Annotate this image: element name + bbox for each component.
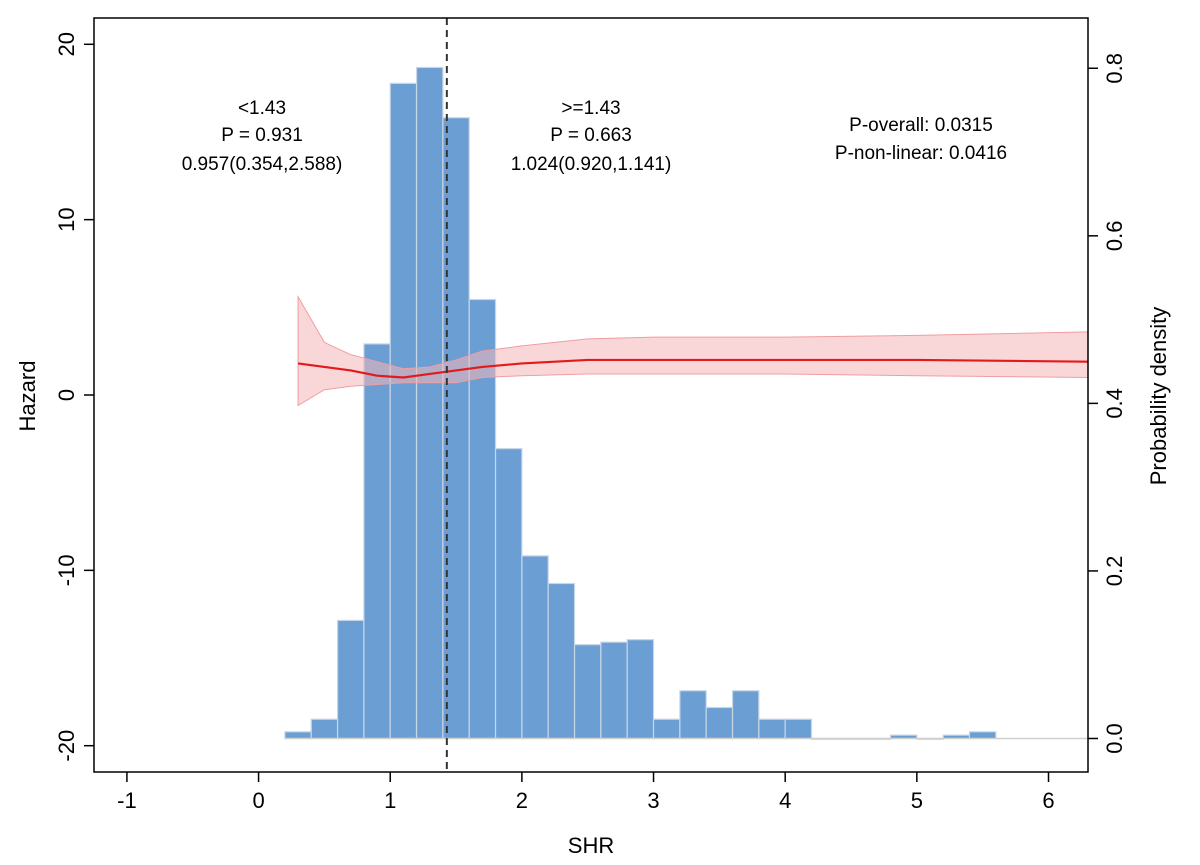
x-tick-label: -1 [117,788,137,813]
histogram-bar [415,66,444,740]
histogram-bar [705,706,734,740]
histogram-bar [521,555,549,740]
x-tick-label: 0 [252,788,264,813]
histogram-bar [758,718,786,740]
annotation-right-line3: 1.024(0.920,1.141) [511,154,672,175]
histogram-bar [363,343,391,740]
hazard-curve [297,358,1089,379]
y-right-tick-label: 0.6 [1102,221,1127,252]
y-left-tick-label: 0 [54,389,79,401]
y-right-tick-label: 0.8 [1102,53,1127,84]
y-left-tick-label: -20 [54,730,79,762]
histogram-bar [652,718,681,740]
p-nonlinear-text: P-non-linear: 0.0416 [835,143,1007,164]
histogram-bar [600,641,628,740]
x-tick-label: 5 [911,788,923,813]
x-tick-label: 3 [647,788,659,813]
x-tick-label: 4 [779,788,791,813]
y-left-tick-label: -10 [54,554,79,586]
x-tick-label: 2 [516,788,528,813]
annotation-left-line3: 0.957(0.354,2.588) [182,154,343,175]
histogram-bar [547,582,576,740]
x-axis-title: SHR [568,833,614,858]
histogram-bars [284,66,1088,740]
annotation-right-line1: >=1.43 [561,98,620,119]
annotation-left: <1.43 P = 0.931 0.957(0.354,2.588) [182,98,343,175]
histogram-bar [336,619,365,740]
histogram-bar [494,448,523,740]
y-left-tick-label: 20 [54,32,79,56]
y-axis-title-right: Probability density [1146,307,1171,486]
histogram-bar [310,718,339,740]
histogram-bar [731,690,760,740]
y-left-tick-label: 10 [54,207,79,231]
histogram-bar [626,639,655,740]
x-tick-label: 1 [384,788,396,813]
y-axis-title-left: Hazard [15,361,40,432]
histogram-bar [389,82,418,740]
histogram-bar [284,731,312,740]
x-tick-label: 6 [1042,788,1054,813]
y-right-tick-label: 0.2 [1102,556,1127,587]
p-overall-text: P-overall: 0.0315 [849,115,993,136]
y-right-tick-label: 0.0 [1102,723,1127,754]
y-right-tick-label: 0.4 [1102,388,1127,419]
histogram-bar [968,731,997,740]
annotation-left-line2: P = 0.931 [221,125,303,146]
annotation-right-line2: P = 0.663 [550,125,632,146]
annotation-right: >=1.43 P = 0.663 1.024(0.920,1.141) [511,98,672,175]
histogram-bar [784,718,813,740]
annotation-overall: P-overall: 0.0315 P-non-linear: 0.0416 [835,115,1007,164]
histogram-bar [679,690,707,740]
histogram-bar [573,644,602,740]
annotation-left-line1: <1.43 [238,98,286,119]
